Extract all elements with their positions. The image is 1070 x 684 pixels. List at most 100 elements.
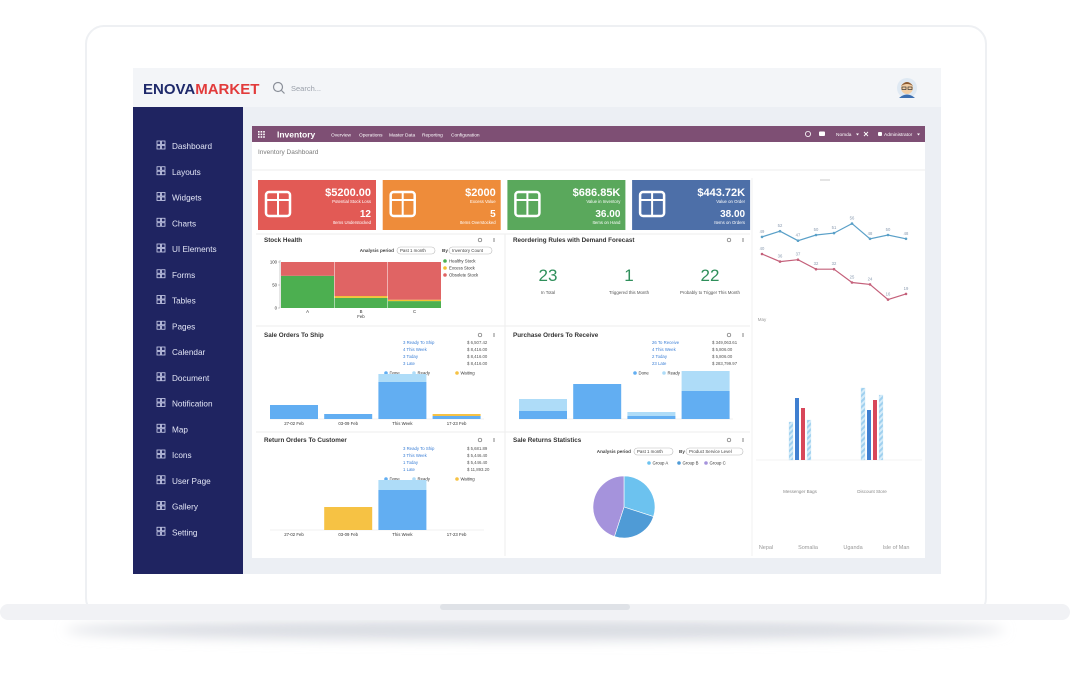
- refresh-icon[interactable]: [477, 237, 483, 243]
- menu-icon: [161, 531, 166, 536]
- dot: [258, 133, 260, 136]
- menu-icon: [156, 531, 161, 536]
- legend-swatch: [443, 259, 447, 263]
- app-title[interactable]: Inventory: [277, 130, 316, 140]
- menu-item[interactable]: Layouts: [172, 168, 201, 177]
- menu-item[interactable]: Pages: [172, 322, 195, 331]
- x-tick-label: Discount Store: [857, 489, 887, 494]
- kpi-icon: [266, 192, 290, 216]
- trend-point: [796, 258, 800, 262]
- order-link[interactable]: 3 This Week: [403, 453, 428, 458]
- filter-select[interactable]: [396, 246, 436, 255]
- company-switcher[interactable]: Nomda: [836, 132, 852, 138]
- menu-icon: [161, 398, 166, 403]
- order-link[interactable]: 4 This Week: [403, 347, 428, 352]
- trend-point: [904, 237, 908, 241]
- kpi-count: 38.00: [720, 209, 745, 220]
- refresh-icon[interactable]: [726, 332, 732, 338]
- menu-icon: [156, 402, 161, 407]
- order-link[interactable]: 1 Today: [403, 460, 419, 465]
- order-amount: $ 5,446.40: [467, 453, 488, 458]
- more-icon[interactable]: [493, 238, 495, 242]
- order-amount: $ 6,507.42: [467, 340, 488, 345]
- close-icon[interactable]: [863, 131, 869, 137]
- more-icon[interactable]: [742, 438, 744, 442]
- avatar[interactable]: [897, 78, 917, 98]
- order-link[interactable]: 3 Late: [403, 361, 416, 366]
- stat-label: Probably to Trigger This Month: [680, 290, 741, 295]
- refresh-icon[interactable]: [477, 332, 483, 338]
- bar: [806, 419, 812, 461]
- menu-icon: [156, 222, 161, 227]
- menu-item[interactable]: Tables: [172, 297, 196, 306]
- point-label: 37: [796, 252, 801, 257]
- order-link[interactable]: 3 Ready To Ship: [403, 446, 435, 451]
- stacked-bar: [432, 416, 481, 419]
- menu-item[interactable]: UI Elements: [172, 245, 217, 254]
- kpi-count: 36.00: [595, 209, 620, 220]
- clock-icon[interactable]: [805, 130, 812, 137]
- app-menu-item[interactable]: Overview: [331, 132, 352, 138]
- more-icon[interactable]: [742, 333, 744, 337]
- filter-value: Past 1 month: [637, 449, 663, 454]
- menu-icon: [156, 269, 161, 274]
- apps-icon[interactable]: [258, 131, 265, 138]
- legend-swatch: [443, 266, 447, 270]
- dot: [263, 131, 265, 133]
- app-menu-item[interactable]: Configuration: [451, 132, 480, 138]
- avatar-shirt: [899, 94, 915, 98]
- menu-icon: [161, 222, 166, 227]
- menu-item[interactable]: Widgets: [172, 194, 202, 203]
- menu-icon: [156, 454, 161, 459]
- user-menu[interactable]: Administrator: [884, 132, 913, 138]
- menu-icon: [161, 372, 166, 377]
- order-amount: $ 5,681.89: [467, 446, 488, 451]
- kpi-count-label: Items Understocked: [333, 220, 372, 225]
- refresh-icon[interactable]: [726, 437, 732, 443]
- filter-select[interactable]: [633, 447, 674, 456]
- legend-label: Group B: [683, 461, 699, 466]
- menu-icon: [156, 479, 161, 485]
- menu-icon: [156, 475, 161, 480]
- app-menu-item[interactable]: Operations: [359, 132, 383, 138]
- app-menu-item[interactable]: Master Data: [389, 132, 415, 138]
- more-icon[interactable]: [742, 238, 744, 242]
- menu-item[interactable]: Notification: [172, 400, 213, 409]
- more-icon[interactable]: [493, 438, 495, 442]
- order-link[interactable]: 23 Late: [652, 361, 667, 366]
- filter-select[interactable]: [685, 447, 744, 456]
- refresh-icon[interactable]: [477, 437, 483, 443]
- app-menu-item[interactable]: Reporting: [422, 132, 443, 138]
- search-input[interactable]: Search...: [291, 84, 321, 93]
- order-link[interactable]: 4 This Week: [652, 347, 677, 352]
- trend-point: [814, 267, 818, 271]
- refresh-icon[interactable]: [726, 237, 732, 243]
- menu-item[interactable]: Calendar: [172, 348, 205, 357]
- dot: [263, 133, 265, 136]
- stacked-bar: [324, 507, 373, 530]
- menu-item[interactable]: Setting: [172, 528, 198, 537]
- menu-item[interactable]: Document: [172, 374, 210, 383]
- menu-item[interactable]: Charts: [172, 219, 196, 228]
- menu-item[interactable]: Forms: [172, 271, 195, 280]
- avatar-glasses: [901, 86, 907, 90]
- menu-item[interactable]: User Page: [172, 477, 211, 486]
- x-tick-label: Messenger Bags: [783, 489, 818, 494]
- more-icon[interactable]: [493, 333, 495, 337]
- menu-icon: [161, 346, 166, 351]
- avatar-glasses: [907, 86, 913, 90]
- menu-item[interactable]: Map: [172, 425, 188, 434]
- filter-select[interactable]: [448, 246, 493, 255]
- legend-swatch: [412, 477, 416, 481]
- menu-item[interactable]: Gallery: [172, 503, 199, 512]
- order-link[interactable]: 1 Late: [403, 467, 416, 472]
- order-link[interactable]: 26 To Receive: [652, 340, 680, 345]
- menu-icon: [161, 217, 166, 223]
- chat-icon[interactable]: [819, 131, 825, 137]
- order-link[interactable]: 3 Ready To Ship: [403, 340, 435, 345]
- menu-item[interactable]: Dashboard: [172, 142, 213, 151]
- order-link[interactable]: 3 Today: [403, 354, 419, 359]
- menu-item[interactable]: Icons: [172, 451, 192, 460]
- legend-swatch: [633, 371, 637, 375]
- order-link[interactable]: 2 Today: [652, 354, 668, 359]
